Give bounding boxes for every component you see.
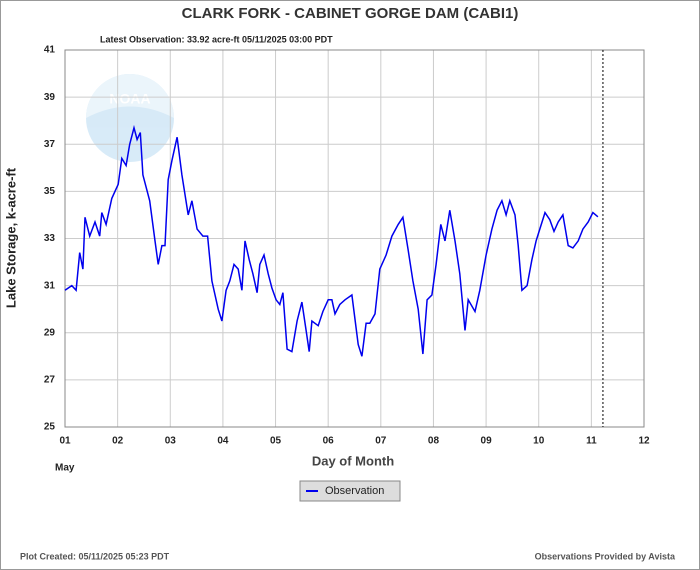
footer-right: Observations Provided by Avista [535,551,676,561]
subtitle: Latest Observation: 33.92 acre-ft 05/11/… [100,34,333,44]
y-tick-label: 39 [44,92,56,103]
x-tick-label: 02 [112,436,124,447]
y-axis-label: Lake Storage, k-acre-ft [3,167,18,308]
x-tick-label: 08 [428,436,440,447]
legend [299,480,401,502]
legend-label: Observation [325,485,384,497]
y-tick-label: 41 [44,45,56,56]
x-tick-label: 10 [533,436,545,447]
footer-left: Plot Created: 05/11/2025 05:23 PDT [20,551,170,561]
x-axis-label: Day of Month [312,453,394,468]
x-tick-label: 01 [59,436,71,447]
y-tick-label: 29 [44,327,56,338]
logo-text: NOAA [109,91,150,107]
y-tick-label: 33 [44,233,56,244]
x-tick-label: 06 [323,436,335,447]
x-month: May [55,463,75,474]
y-tick-label: 31 [44,280,56,291]
x-tick-label: 04 [217,436,229,447]
series-line [64,124,599,357]
x-tick-label: 09 [481,436,493,447]
y-tick-label: 37 [44,139,56,150]
x-tick-label: 11 [586,436,597,447]
noaa-logo: NOAA [86,74,174,162]
y-tick-label: 25 [44,422,56,433]
y-tick-label: 35 [44,186,56,197]
x-tick-label: 12 [638,436,650,447]
y-tick-label: 27 [44,375,56,386]
chart-title: CLARK FORK - CABINET GORGE DAM (CABI1) [182,5,519,22]
x-tick-label: 07 [375,436,387,447]
plot-border [64,49,645,428]
x-tick-label: 03 [165,436,177,447]
x-tick-label: 05 [270,436,282,447]
